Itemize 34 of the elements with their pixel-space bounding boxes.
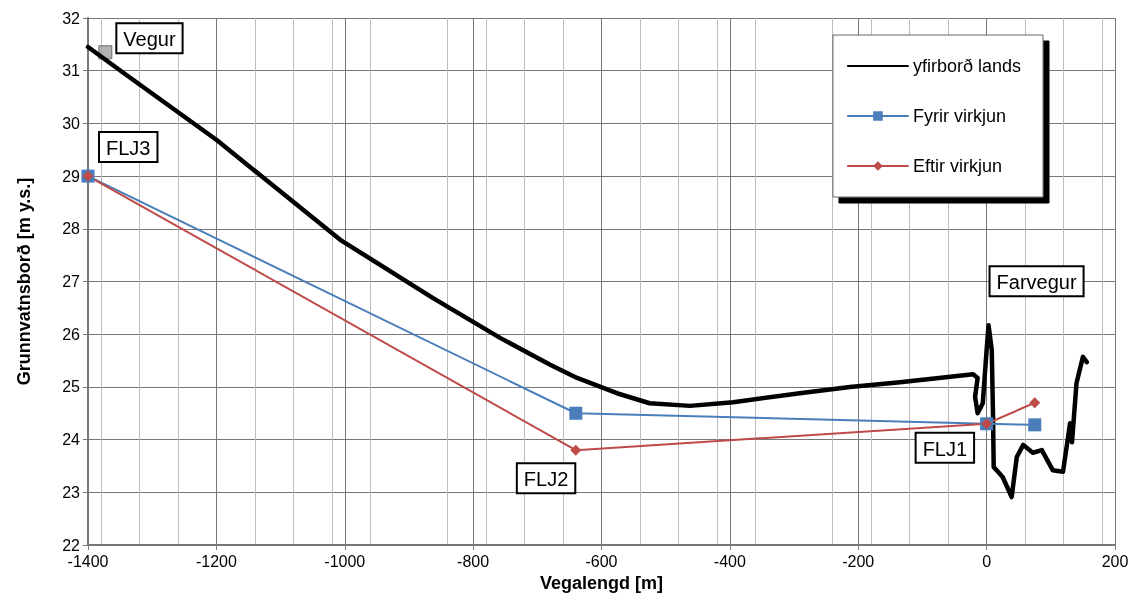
x-tick-label: -800 <box>457 552 490 570</box>
y-tick-label: 24 <box>62 431 81 449</box>
x-tick-label: -1200 <box>195 552 237 570</box>
annotation: FLJ1 <box>922 437 968 460</box>
annotation: Farvegur <box>996 271 1077 294</box>
y-tick-label: 22 <box>62 536 81 554</box>
y-tick-label: 30 <box>62 114 81 132</box>
legend-label: Fyrir virkjun <box>912 106 1006 126</box>
point <box>1028 418 1042 432</box>
point <box>1029 397 1041 409</box>
point <box>569 406 583 420</box>
point <box>570 444 582 456</box>
annotation: FLJ2 <box>523 468 569 491</box>
x-tick-label: 0 <box>982 552 992 570</box>
y-axis-title: Grunnvatnsborð [m y.s.] <box>14 177 34 386</box>
x-axis-title: Vegalengd [m] <box>539 572 664 593</box>
x-tick-label: 200 <box>1101 552 1129 570</box>
x-tick-label: -1000 <box>324 552 366 570</box>
y-tick-label: 23 <box>62 483 81 501</box>
y-tick-label: 27 <box>62 273 81 290</box>
annotation: FLJ3 <box>106 137 151 160</box>
y-tick-label: 29 <box>62 167 81 185</box>
y-tick-label: 31 <box>62 62 81 80</box>
y-tick-label: 32 <box>62 9 81 27</box>
legend-label: yfirborð lands <box>912 56 1022 76</box>
x-tick-label: -400 <box>713 552 746 570</box>
x-tick-label: -600 <box>585 552 618 570</box>
y-tick-label: 26 <box>62 325 81 343</box>
y-tick-label: 25 <box>62 378 81 396</box>
y-tick-label: 28 <box>62 220 81 238</box>
legend-label: Eftir virkjun <box>912 156 1002 176</box>
x-tick-label: -1400 <box>67 552 109 570</box>
annotation: Vegur <box>123 28 176 51</box>
x-tick-label: -200 <box>842 552 875 570</box>
